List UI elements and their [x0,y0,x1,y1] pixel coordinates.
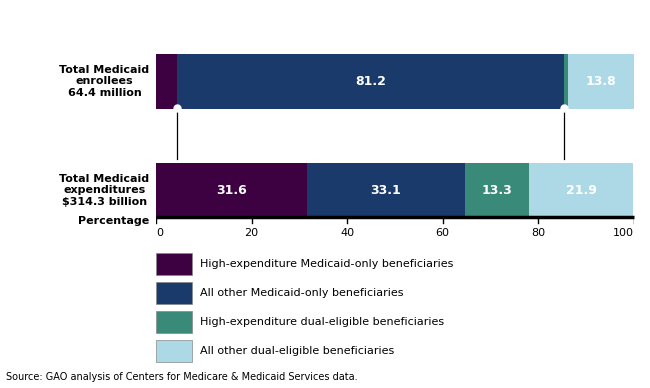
Text: 40: 40 [340,228,354,238]
Bar [528,163,633,217]
Text: 100: 100 [613,228,634,238]
Bar [156,54,177,109]
Text: Percentage: Percentage [78,217,150,226]
Bar [568,54,634,109]
Text: 0: 0 [156,228,163,238]
Bar [156,163,307,217]
Text: All other Medicaid-only beneficiaries: All other Medicaid-only beneficiaries [200,288,403,298]
Text: 0.7: 0.7 [556,172,573,182]
Text: High-expenditure Medicaid-only beneficiaries: High-expenditure Medicaid-only beneficia… [200,259,453,269]
Text: 80: 80 [531,228,545,238]
Text: Total Medicaid
enrollees
64.4 million: Total Medicaid enrollees 64.4 million [59,65,150,98]
Bar [564,54,568,109]
Text: Source: GAO analysis of Centers for Medicare & Medicaid Services data.: Source: GAO analysis of Centers for Medi… [6,372,358,382]
Text: High-expenditure dual-eligible beneficiaries: High-expenditure dual-eligible beneficia… [200,317,444,327]
Bar [465,163,528,217]
Text: 60: 60 [436,228,450,238]
Text: 33.1: 33.1 [370,184,402,197]
Text: 21.9: 21.9 [566,184,597,197]
Text: 81.2: 81.2 [355,75,386,88]
Bar [307,163,465,217]
Text: 31.6: 31.6 [216,184,247,197]
Text: 20: 20 [244,228,259,238]
Text: 13.8: 13.8 [586,75,616,88]
Text: Total Medicaid
expenditures
$314.3 billion: Total Medicaid expenditures $314.3 billi… [59,173,150,207]
Text: All other dual-eligible beneficiaries: All other dual-eligible beneficiaries [200,346,394,356]
Text: 4.3: 4.3 [168,172,185,182]
Bar [177,54,564,109]
Text: 13.3: 13.3 [482,184,512,197]
